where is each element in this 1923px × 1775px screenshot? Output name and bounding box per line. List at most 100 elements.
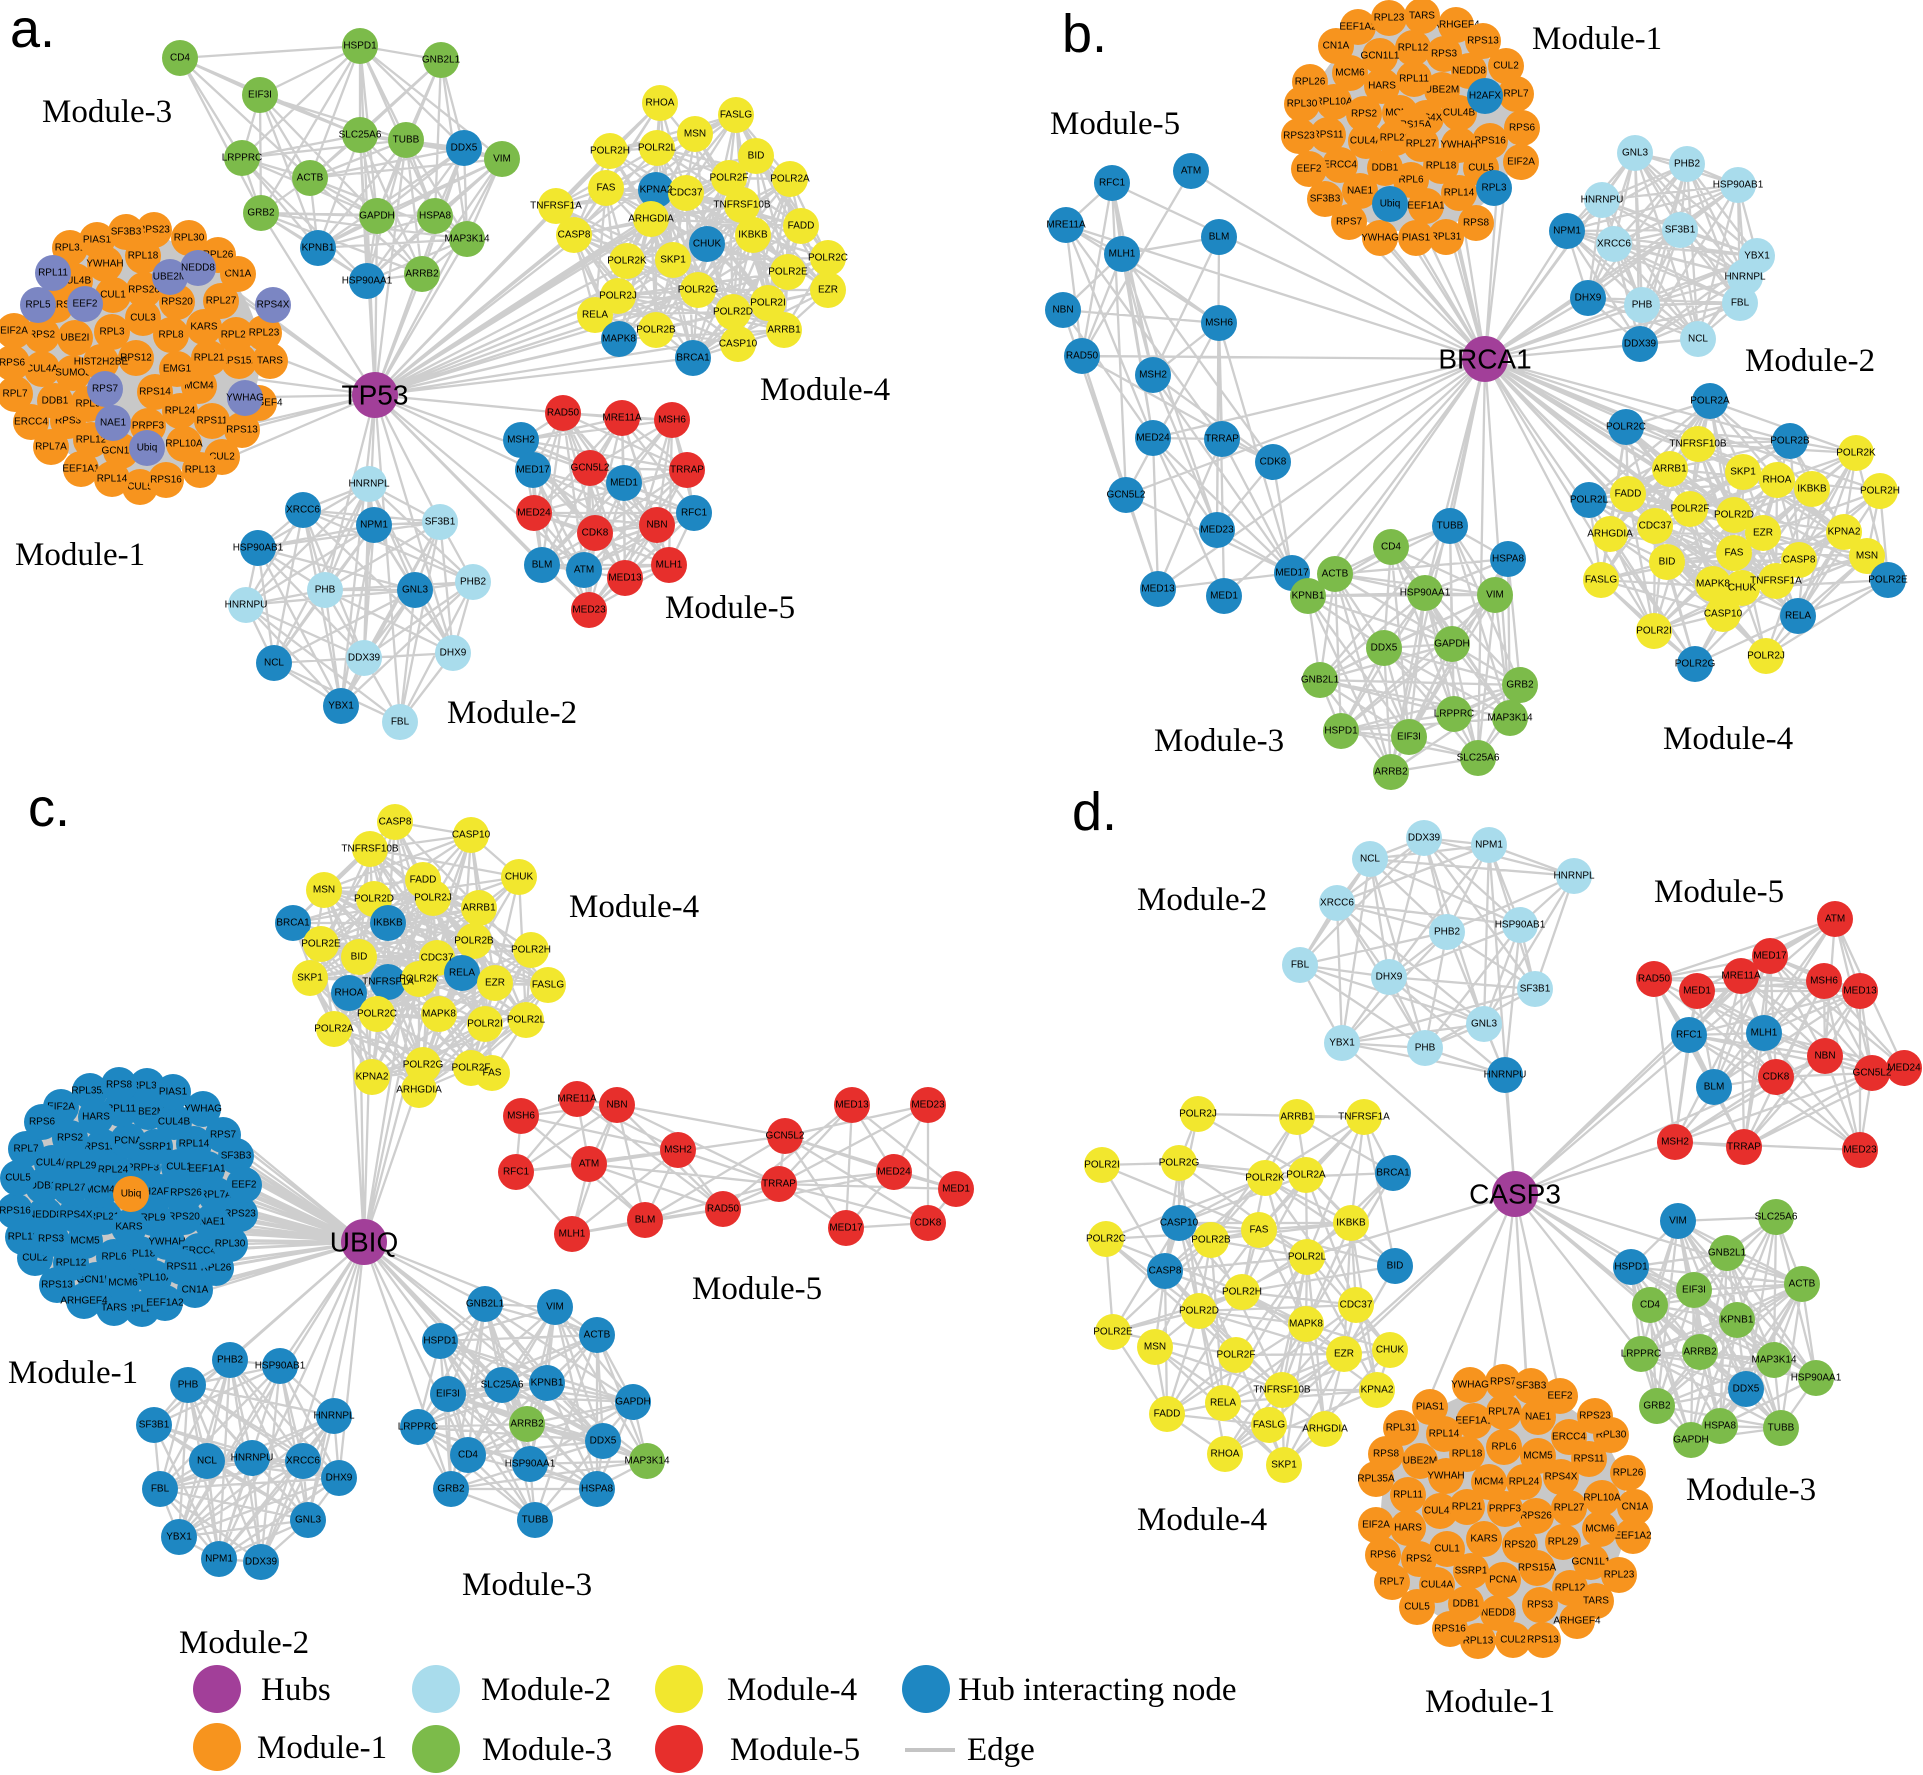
- svg-text:ARHGEF4: ARHGEF4: [60, 1296, 108, 1307]
- svg-text:MLH1: MLH1: [559, 1229, 586, 1240]
- svg-text:DDB1: DDB1: [42, 396, 69, 407]
- svg-text:BLM: BLM: [532, 560, 553, 571]
- svg-text:EZR: EZR: [818, 285, 838, 296]
- svg-text:RPL7: RPL7: [1503, 89, 1528, 100]
- svg-text:RPL31: RPL31: [1386, 1423, 1417, 1434]
- svg-text:RPL7A: RPL7A: [35, 442, 67, 453]
- svg-text:RPS13: RPS13: [1467, 36, 1499, 47]
- svg-text:ARHGDIA: ARHGDIA: [628, 214, 674, 225]
- svg-text:Module-5: Module-5: [1050, 106, 1180, 142]
- svg-text:RHOA: RHOA: [335, 988, 364, 999]
- svg-text:SKP1: SKP1: [1271, 1460, 1297, 1471]
- svg-text:RHOA: RHOA: [1763, 475, 1792, 486]
- svg-text:NEDD8: NEDD8: [28, 1210, 62, 1221]
- svg-text:SF3B3: SF3B3: [111, 227, 142, 238]
- svg-text:TUBB: TUBB: [1768, 1423, 1795, 1434]
- svg-text:FAS: FAS: [1250, 1225, 1269, 1236]
- svg-text:RPS13: RPS13: [1527, 1635, 1559, 1646]
- svg-text:RPL9: RPL9: [75, 399, 100, 410]
- svg-text:DDX39: DDX39: [1624, 339, 1657, 350]
- svg-text:CUL5: CUL5: [127, 482, 153, 493]
- svg-text:EIF3I: EIF3I: [436, 1389, 460, 1400]
- svg-text:Module-5: Module-5: [665, 590, 795, 626]
- svg-text:HSPA8: HSPA8: [581, 1484, 613, 1495]
- svg-text:Module-3: Module-3: [42, 94, 172, 130]
- svg-text:RPL11: RPL11: [1393, 1490, 1423, 1501]
- svg-text:MED24: MED24: [1887, 1063, 1921, 1074]
- svg-text:NBN: NBN: [606, 1100, 627, 1111]
- svg-text:FAS: FAS: [597, 183, 616, 194]
- svg-text:RPL30: RPL30: [1596, 1430, 1627, 1441]
- svg-text:CDK8: CDK8: [1763, 1072, 1790, 1083]
- svg-text:RPL26: RPL26: [203, 250, 234, 261]
- svg-text:RPS13: RPS13: [41, 1280, 73, 1291]
- svg-text:RELA: RELA: [1210, 1398, 1236, 1409]
- svg-text:CUL5: CUL5: [5, 1173, 31, 1184]
- svg-text:RPL27: RPL27: [55, 1183, 86, 1194]
- svg-text:RPL18: RPL18: [1426, 161, 1457, 172]
- svg-text:MSN: MSN: [684, 129, 706, 140]
- svg-text:HSPD1: HSPD1: [1324, 726, 1358, 737]
- svg-text:BLM: BLM: [1209, 232, 1230, 243]
- svg-text:POLR2A: POLR2A: [314, 1024, 354, 1035]
- svg-text:GCN1L1: GCN1L1: [77, 1275, 116, 1286]
- svg-text:RPL21: RPL21: [89, 1212, 120, 1223]
- svg-text:MED17: MED17: [516, 465, 550, 476]
- svg-text:EZR: EZR: [1753, 528, 1773, 539]
- svg-text:MLH1: MLH1: [656, 560, 683, 571]
- svg-text:EEF1A1: EEF1A1: [188, 1164, 226, 1175]
- svg-text:RELA: RELA: [449, 968, 475, 979]
- svg-text:GRB2: GRB2: [1506, 680, 1534, 691]
- svg-text:ACTB: ACTB: [297, 173, 324, 184]
- svg-text:HSP90AA1: HSP90AA1: [342, 276, 393, 287]
- svg-text:CUL4B: CUL4B: [1443, 108, 1476, 119]
- svg-text:HARS: HARS: [42, 300, 70, 311]
- svg-text:CASP10: CASP10: [1160, 1218, 1199, 1229]
- svg-text:CD4: CD4: [1381, 542, 1401, 553]
- svg-text:HNRNPU: HNRNPU: [225, 600, 268, 611]
- svg-text:GNL3: GNL3: [295, 1515, 322, 1526]
- svg-text:RPL23: RPL23: [127, 1304, 158, 1315]
- svg-text:CDK8: CDK8: [915, 1218, 942, 1229]
- svg-text:FBL: FBL: [1291, 960, 1310, 971]
- svg-text:Ubiq: Ubiq: [137, 443, 158, 454]
- svg-text:EEF1A1: EEF1A1: [1407, 201, 1445, 212]
- svg-text:SLC25A6: SLC25A6: [1457, 753, 1500, 764]
- svg-text:RPS6: RPS6: [1370, 1550, 1397, 1561]
- svg-text:TRRAP: TRRAP: [762, 1179, 796, 1190]
- svg-text:EIF3I: EIF3I: [248, 90, 272, 101]
- svg-text:PHB2: PHB2: [1674, 159, 1701, 170]
- svg-text:RPL14: RPL14: [97, 474, 128, 485]
- svg-text:RPS3: RPS3: [38, 1234, 65, 1245]
- svg-text:BRCA1: BRCA1: [1438, 344, 1531, 375]
- svg-text:RPS7: RPS7: [92, 384, 119, 395]
- svg-text:PIAS1: PIAS1: [1416, 1402, 1445, 1413]
- svg-text:RPL27: RPL27: [1554, 1503, 1585, 1514]
- svg-text:MSH2: MSH2: [1661, 1137, 1689, 1148]
- svg-text:SF3B1: SF3B1: [1665, 225, 1696, 236]
- svg-text:SSRP1: SSRP1: [139, 1142, 172, 1153]
- svg-text:RPS6: RPS6: [1509, 123, 1536, 134]
- svg-text:RPL7: RPL7: [2, 389, 27, 400]
- svg-text:TRRAP: TRRAP: [670, 465, 704, 476]
- svg-text:POLR2F: POLR2F: [710, 173, 749, 184]
- svg-text:POLR2L: POLR2L: [638, 143, 677, 154]
- svg-text:CD4: CD4: [458, 1450, 478, 1461]
- svg-text:Module-4: Module-4: [1137, 1502, 1267, 1538]
- svg-text:ERCC4: ERCC4: [1323, 160, 1357, 171]
- svg-text:CDC37: CDC37: [670, 188, 703, 199]
- svg-text:RPL35A: RPL35A: [1357, 1474, 1395, 1485]
- svg-text:POLR2C: POLR2C: [357, 1009, 397, 1020]
- svg-text:NBN: NBN: [1814, 1051, 1835, 1062]
- svg-text:SF3B1: SF3B1: [1520, 984, 1551, 995]
- svg-text:ARRB1: ARRB1: [1653, 464, 1687, 475]
- svg-text:RPS20: RPS20: [161, 297, 193, 308]
- svg-text:GAPDH: GAPDH: [1673, 1435, 1709, 1446]
- svg-text:HSPA8: HSPA8: [419, 211, 451, 222]
- svg-text:Module-2: Module-2: [481, 1672, 611, 1708]
- svg-text:DHX9: DHX9: [440, 648, 467, 659]
- svg-text:MSN: MSN: [313, 885, 335, 896]
- svg-text:POLR2I: POLR2I: [1636, 626, 1672, 637]
- svg-text:RPS3: RPS3: [1527, 1600, 1554, 1611]
- svg-text:RPS15A: RPS15A: [1518, 1563, 1557, 1574]
